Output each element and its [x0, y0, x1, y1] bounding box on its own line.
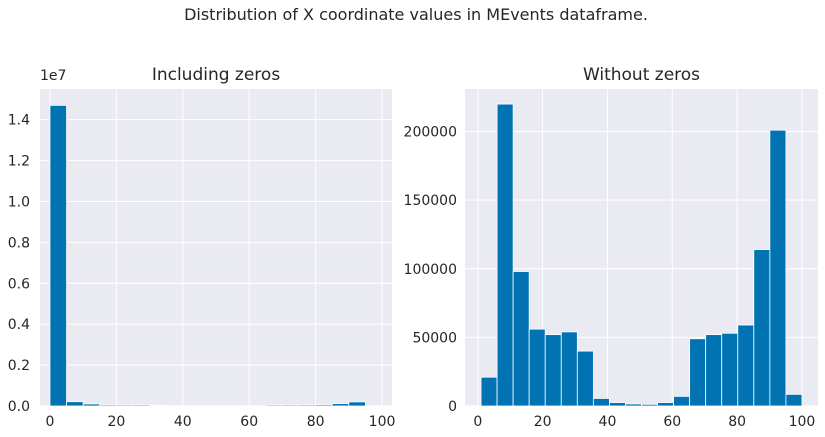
axes-without-zeros: 0 20 40 60 80 100 0 50000 100000 150000 200000 Wi…: [404, 65, 818, 430]
histogram-bar: [132, 404, 150, 407]
histogram-bar: [348, 401, 366, 407]
histogram-bar: [49, 104, 67, 407]
histogram-bar: [265, 404, 283, 407]
y-tick-label: 0.4: [8, 317, 30, 333]
gridlines: [40, 89, 392, 407]
y-tick-label: 0.0: [8, 399, 30, 415]
x-tick-label: 40: [599, 414, 617, 430]
histogram-bar: [496, 103, 514, 407]
x-tick-label: 100: [789, 414, 816, 430]
x-tick-labels: 0 20 40 60 80 100: [46, 414, 396, 430]
y-tick-label: 100000: [404, 262, 457, 278]
histogram-bar: [66, 401, 84, 407]
x-tick-label: 80: [728, 414, 746, 430]
histogram-bar: [625, 403, 642, 407]
y-tick-label: 50000: [412, 330, 457, 346]
histogram-bar: [512, 271, 530, 407]
histogram-bar: [576, 350, 594, 407]
histogram-bar: [592, 398, 610, 407]
x-tick-label: 20: [107, 414, 125, 430]
histogram-bar: [641, 403, 658, 407]
x-tick-label: 20: [534, 414, 552, 430]
y-tick-label: 1.0: [8, 194, 30, 210]
histogram-bars: [480, 103, 803, 407]
histogram-bar: [769, 129, 787, 407]
histogram-bar: [560, 331, 578, 407]
axes-background: [40, 89, 392, 406]
x-tick-labels: 0 20 40 60 80 100: [473, 414, 815, 430]
x-tick-label: 40: [174, 414, 192, 430]
histogram-bar: [657, 402, 674, 407]
histogram-bar: [673, 395, 691, 407]
histogram-bar: [528, 328, 546, 407]
histogram-bar: [705, 334, 723, 407]
y-tick-label: 0: [448, 399, 457, 415]
x-tick-label: 60: [240, 414, 258, 430]
histogram-bar: [99, 404, 117, 407]
histogram-bar: [315, 404, 333, 407]
axes-including-zeros: 0 20 40 60 80 100 0.0 0.2 0.4 0.6 0.8 1.0 1.2 1.4 In…: [8, 65, 396, 430]
histogram-bar: [544, 334, 562, 407]
histogram-bar: [609, 402, 626, 407]
histogram-bar: [753, 249, 771, 407]
x-tick-label: 80: [307, 414, 325, 430]
x-tick-label: 0: [46, 414, 55, 430]
y-tick-label: 0.6: [8, 276, 30, 292]
y-tick-label: 0.2: [8, 358, 30, 374]
histogram-bar: [689, 338, 707, 407]
axes-title: Without zeros: [583, 65, 700, 85]
histogram-bar: [149, 404, 167, 407]
histogram-bar: [82, 403, 101, 407]
y-tick-label: 1.4: [8, 113, 30, 129]
histogram-bar: [480, 376, 498, 407]
y-offset-label: 1e7: [40, 68, 66, 84]
y-tick-labels: 0.0 0.2 0.4 0.6 0.8 1.0 1.2 1.4: [8, 113, 30, 415]
histogram-bar: [721, 332, 739, 407]
y-tick-label: 200000: [404, 125, 457, 141]
histogram-bar: [298, 404, 317, 407]
histogram-bar: [115, 404, 134, 407]
y-tick-label: 0.8: [8, 235, 30, 251]
y-tick-label: 1.2: [8, 154, 30, 170]
axes-title: Including zeros: [152, 65, 281, 85]
y-tick-label: 150000: [404, 193, 457, 209]
histogram-bar: [282, 404, 300, 407]
x-tick-label: 60: [663, 414, 681, 430]
histogram-bar: [331, 403, 350, 407]
x-tick-label: 100: [369, 414, 396, 430]
histogram-bars: [49, 104, 383, 407]
x-tick-label: 0: [473, 414, 482, 430]
histogram-bar: [737, 324, 755, 407]
figure-suptitle: Distribution of X coordinate values in M…: [184, 5, 648, 24]
histogram-bar: [785, 393, 803, 407]
y-tick-labels: 0 50000 100000 150000 200000: [404, 125, 457, 415]
